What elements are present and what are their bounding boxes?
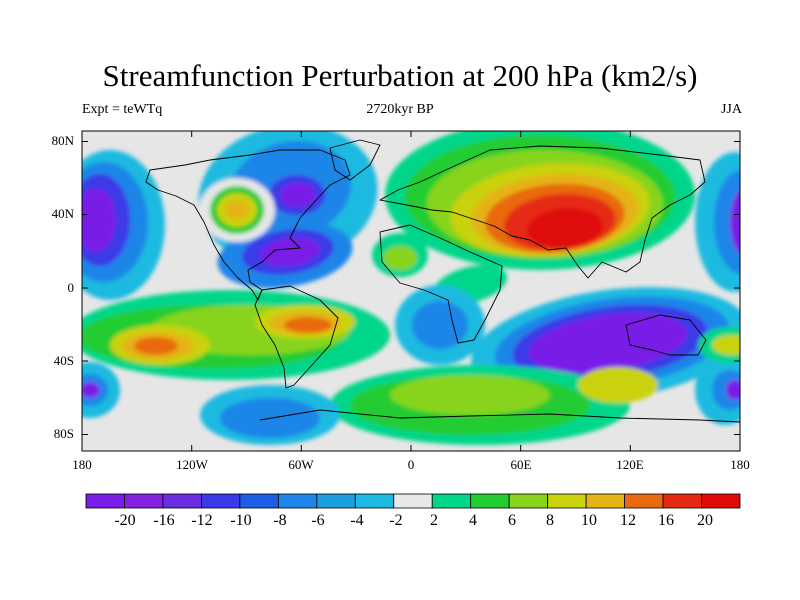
time-label: 2720kyr BP xyxy=(366,102,434,117)
lon-label: 60E xyxy=(510,457,532,472)
colorbar-swatch xyxy=(701,493,741,509)
contour-region xyxy=(390,375,550,415)
coastline xyxy=(259,409,740,423)
colorbar xyxy=(85,493,741,509)
contour-region xyxy=(714,170,740,274)
colorbar-swatch xyxy=(393,493,433,509)
lon-label: 180 xyxy=(730,457,750,472)
lon-label: 120W xyxy=(176,457,208,472)
lat-label: 40N xyxy=(51,206,74,221)
coastlines xyxy=(145,139,740,423)
lon-label: 180 xyxy=(72,457,92,472)
lon-label: 120E xyxy=(616,457,644,472)
lon-label: 60W xyxy=(288,457,314,472)
colorbar-swatch xyxy=(585,493,625,509)
colorbar-swatch xyxy=(624,493,664,509)
contour-region xyxy=(730,189,740,255)
colorbar-label: 4 xyxy=(469,512,477,529)
colorbar-swatch xyxy=(508,493,549,509)
colorbar-label: 10 xyxy=(581,512,597,529)
contour-region xyxy=(527,207,603,249)
colorbar-label: -8 xyxy=(273,512,287,529)
contour-region xyxy=(225,200,249,220)
colorbar-label: -2 xyxy=(389,512,403,529)
colorbar-swatch xyxy=(277,493,318,509)
coastline xyxy=(379,145,706,279)
lat-label: 80S xyxy=(53,426,74,441)
contour-region xyxy=(82,188,116,252)
coastline xyxy=(254,285,339,389)
colorbar-swatch xyxy=(547,493,587,509)
contour-region xyxy=(383,246,417,270)
colorbar-label: 12 xyxy=(620,512,636,529)
contour-region xyxy=(712,335,740,355)
contour-fields xyxy=(82,131,740,445)
contour-region xyxy=(578,367,658,403)
lon-label: 0 xyxy=(407,457,415,472)
contour-region xyxy=(726,380,740,400)
colorbar-swatch xyxy=(431,493,472,509)
colorbar-swatch xyxy=(239,493,279,509)
lat-label: 0 xyxy=(67,280,75,295)
contour-region xyxy=(284,317,332,333)
colorbar-swatch xyxy=(316,493,356,509)
colorbar-swatch xyxy=(662,493,702,509)
contour-region xyxy=(82,382,100,398)
coastline xyxy=(329,139,381,181)
colorbar-label: 2 xyxy=(430,512,438,529)
colorbar-label: -20 xyxy=(114,512,136,529)
coastline xyxy=(379,224,503,344)
contour-region xyxy=(412,301,468,349)
colorbar-swatch xyxy=(354,493,395,509)
chart-title: Streamfunction Perturbation at 200 hPa (… xyxy=(102,58,698,93)
colorbar-label: 8 xyxy=(546,512,554,529)
lat-label: 40S xyxy=(53,353,74,368)
coastline xyxy=(625,314,707,356)
colorbar-label: -4 xyxy=(350,512,364,529)
colorbar-label: -10 xyxy=(230,512,252,529)
contour-region xyxy=(134,337,178,355)
colorbar-label: -16 xyxy=(153,512,175,529)
colorbar-label: 6 xyxy=(508,512,516,529)
colorbar-label: -6 xyxy=(311,512,325,529)
colorbar-label: 16 xyxy=(658,512,674,529)
lat-label: 80N xyxy=(51,133,74,148)
colorbar-swatch xyxy=(470,493,510,509)
colorbar-label: -12 xyxy=(191,512,213,529)
season-label: JJA xyxy=(720,102,742,117)
colorbar-label: 20 xyxy=(697,512,713,529)
colorbar-swatch xyxy=(124,493,164,509)
colorbar-swatch xyxy=(85,493,125,509)
contour-region xyxy=(260,237,320,267)
coastline xyxy=(145,149,351,301)
contour-region xyxy=(280,183,316,207)
experiment-label: Expt = teWTq xyxy=(82,102,163,117)
axis-ticks xyxy=(81,131,741,451)
colorbar-swatch xyxy=(162,493,202,509)
colorbar-swatch xyxy=(201,493,241,509)
contour-region xyxy=(528,313,688,373)
